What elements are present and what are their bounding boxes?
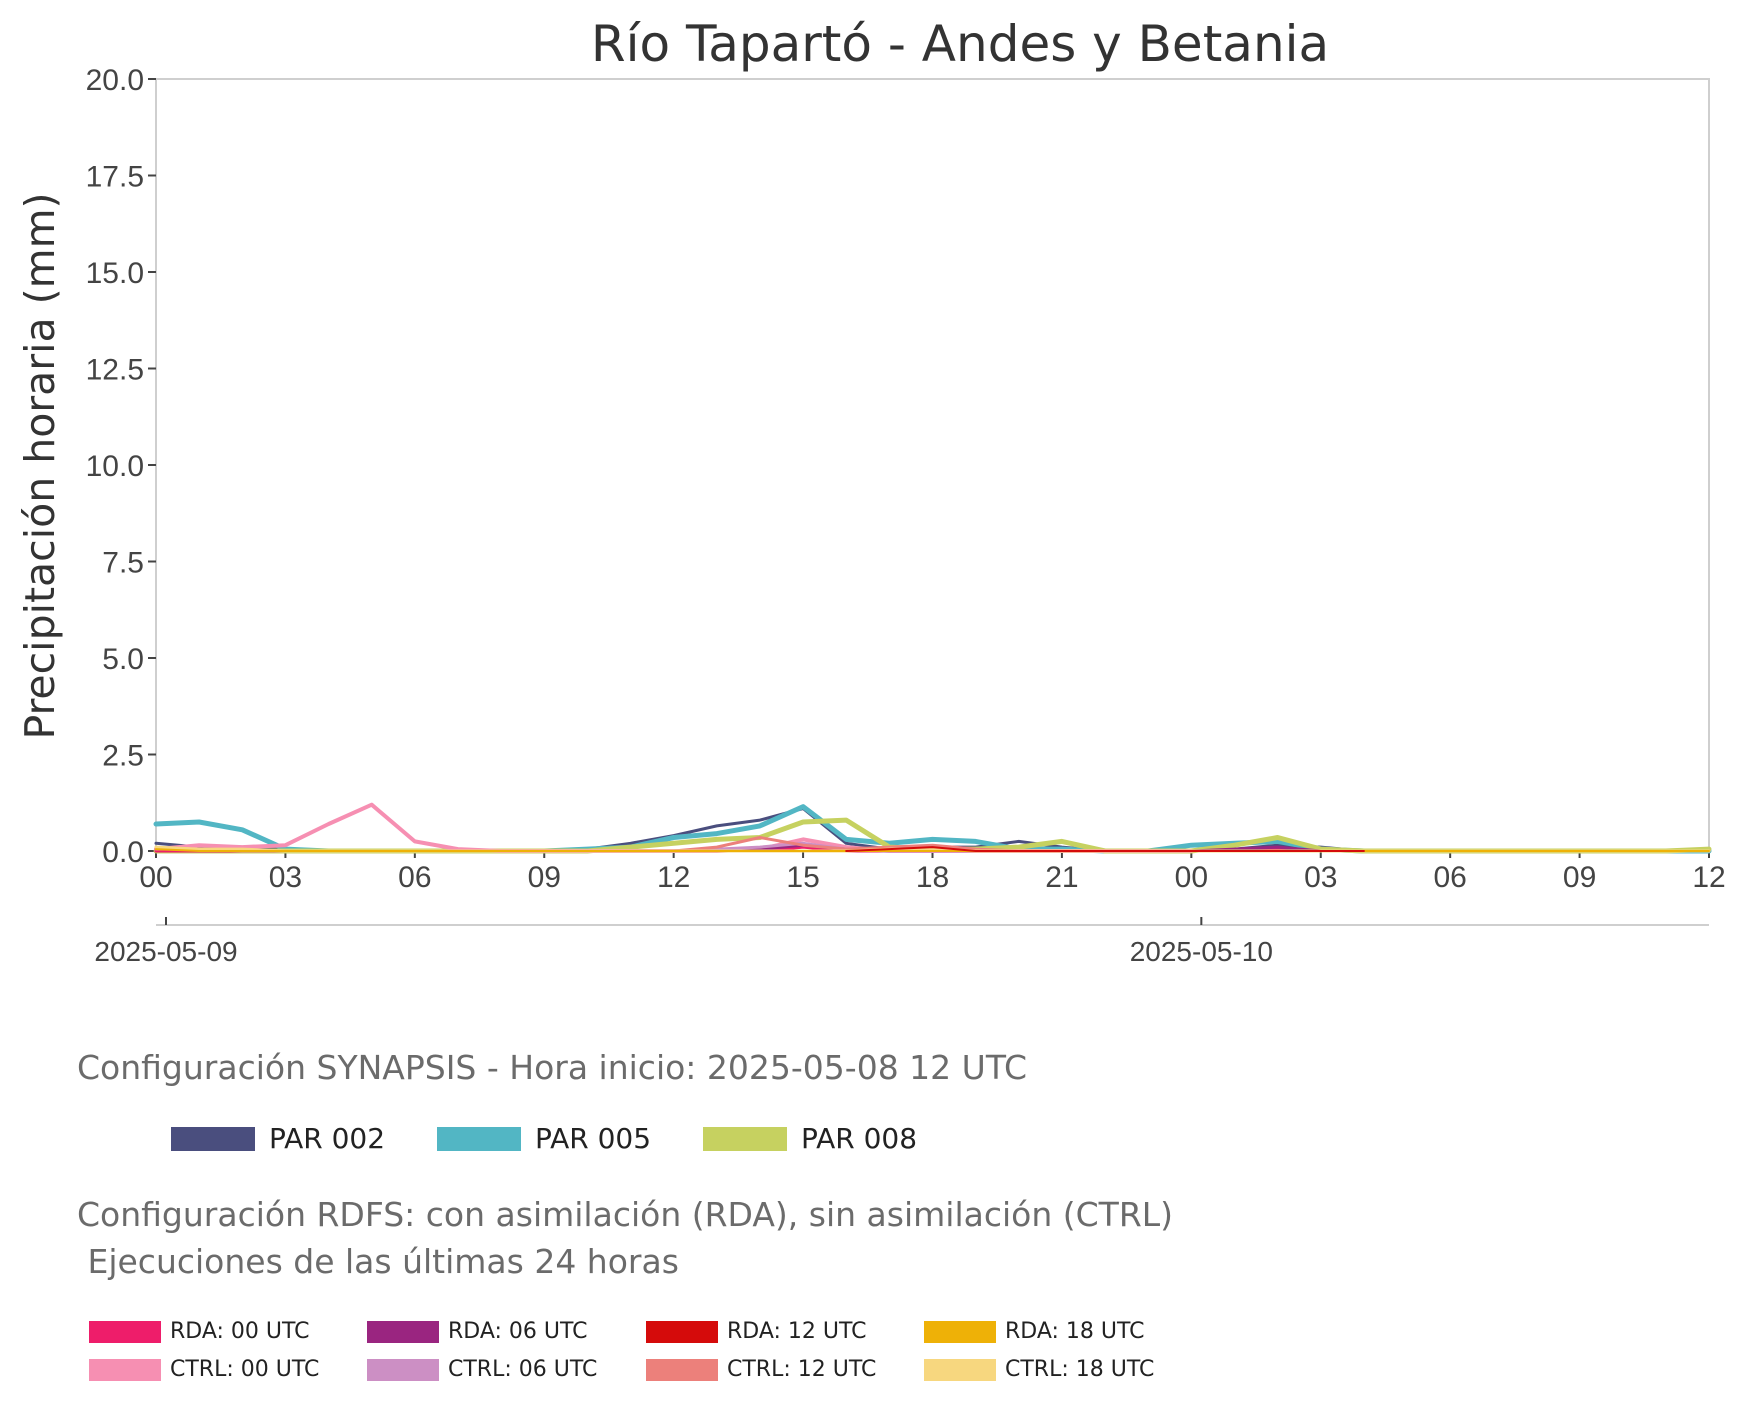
y-tick-label: 2.5 — [102, 740, 144, 773]
x-tick-label: 18 — [916, 861, 949, 894]
plot-area-frame — [155, 78, 1710, 852]
date-axis-labels: 2025-05-09 2025-05-10 — [94, 917, 1273, 967]
rdfs-legend-item: RDA: 18 UTC — [924, 1319, 1145, 1344]
x-tick-label: 06 — [398, 861, 431, 894]
legend-swatch — [367, 1320, 439, 1343]
y-tick-label: 7.5 — [102, 547, 144, 580]
synapsis-legend-item: PAR 008 — [703, 1122, 917, 1155]
y-tick-label: 15.0 — [86, 257, 144, 290]
x-tick-label: 00 — [1175, 861, 1208, 894]
rdfs-legend-title-line2: Ejecuciones de las últimas 24 horas — [77, 1242, 679, 1281]
rdfs-legend-item: CTRL: 06 UTC — [367, 1357, 597, 1382]
y-tick-label: 20.0 — [86, 64, 144, 97]
y-axis-ticks: 0.0 2.5 5.0 7.5 10.0 12.5 15.0 17.5 20.0 — [86, 64, 156, 869]
x-tick-label: 03 — [1304, 861, 1337, 894]
legend-swatch — [646, 1320, 718, 1343]
x-axis-ticks: 00 03 06 09 12 15 18 21 00 03 06 09 12 — [139, 851, 1726, 894]
x-tick-label: 03 — [269, 861, 302, 894]
x-tick-label: 09 — [528, 861, 561, 894]
legend-swatch — [924, 1320, 996, 1343]
rdfs-legend-item: CTRL: 12 UTC — [646, 1357, 876, 1382]
legend-label: PAR 008 — [801, 1122, 918, 1155]
y-tick-label: 17.5 — [86, 161, 144, 194]
rdfs-legend-title-line1: Configuración RDFS: con asimilación (RDA… — [77, 1195, 1174, 1234]
legend-label: RDA: 06 UTC — [448, 1319, 588, 1344]
legend-label: PAR 005 — [535, 1122, 652, 1155]
y-tick-label: 10.0 — [86, 450, 144, 483]
legend-label: CTRL: 12 UTC — [727, 1357, 877, 1382]
legend-label: RDA: 18 UTC — [1005, 1319, 1145, 1344]
legend-swatch — [89, 1320, 161, 1343]
legend-label: RDA: 00 UTC — [170, 1319, 310, 1344]
precipitation-chart: Río Tapartó - Andes y Betania Precipitac… — [16, 15, 1726, 967]
x-tick-label: 15 — [786, 861, 819, 894]
date-label: 2025-05-10 — [1130, 936, 1273, 967]
series-line-rda-18-utc — [155, 848, 1710, 852]
x-tick-label: 06 — [1433, 861, 1466, 894]
legend-swatch — [437, 1126, 521, 1151]
legend-label: CTRL: 18 UTC — [1005, 1357, 1155, 1382]
rdfs-legend-item: RDA: 06 UTC — [367, 1319, 588, 1344]
legend-swatch — [171, 1126, 255, 1151]
rdfs-legend-item: CTRL: 18 UTC — [924, 1357, 1154, 1382]
y-tick-label: 5.0 — [102, 643, 144, 676]
rdfs-legend-item: RDA: 00 UTC — [89, 1319, 310, 1344]
x-tick-label: 12 — [657, 861, 690, 894]
y-tick-label: 0.0 — [102, 836, 144, 869]
legend-swatch — [646, 1358, 718, 1381]
legend-label: RDA: 12 UTC — [727, 1319, 867, 1344]
chart-title: Río Tapartó - Andes y Betania — [591, 15, 1329, 73]
legend-swatch — [703, 1126, 787, 1151]
date-label: 2025-05-09 — [94, 936, 237, 967]
legend-label: PAR 002 — [269, 1122, 386, 1155]
series-lines — [153, 802, 1712, 854]
x-tick-label: 09 — [1563, 861, 1596, 894]
synapsis-legend-item: PAR 005 — [437, 1122, 651, 1155]
legend-label: CTRL: 06 UTC — [448, 1357, 598, 1382]
y-axis-label: Precipitación horaria (mm) — [16, 192, 64, 739]
series-line-rda-12-utc — [845, 846, 1365, 852]
legend-label: CTRL: 00 UTC — [170, 1357, 320, 1382]
rdfs-legend-item: RDA: 12 UTC — [646, 1319, 867, 1344]
rdfs-legend-item: CTRL: 00 UTC — [89, 1357, 319, 1382]
synapsis-legend-item: PAR 002 — [171, 1122, 385, 1155]
legend-swatch — [367, 1358, 439, 1381]
x-tick-label: 00 — [139, 861, 172, 894]
x-tick-label: 12 — [1692, 861, 1725, 894]
legend-swatch — [924, 1358, 996, 1381]
synapsis-legend-title: Configuración SYNAPSIS - Hora inicio: 20… — [77, 1048, 1028, 1087]
legend-swatch — [89, 1358, 161, 1381]
x-tick-label: 21 — [1045, 861, 1078, 894]
y-tick-label: 12.5 — [86, 354, 144, 387]
